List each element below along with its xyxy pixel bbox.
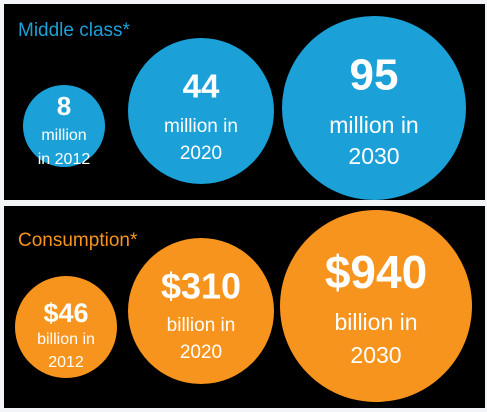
middle-class-panel: Middle class* 8 million in 2012 44 million i… — [4, 4, 485, 200]
consumption-bubbles: $46 billion in 2012 $310 billion in 2020 $940 b… — [15, 210, 472, 402]
bubble-unit-label: million — [41, 127, 86, 144]
consumption-bubble-310 — [128, 238, 274, 384]
bubble-unit-label: million in — [164, 116, 238, 137]
middle-class-bubble-44 — [128, 38, 274, 184]
bubble-year-label: 2030 — [348, 143, 399, 169]
bubble-value-label: $310 — [161, 266, 241, 307]
middle-class-bubble-95 — [282, 16, 466, 200]
bubble-year-label: 2020 — [180, 342, 222, 363]
bubble-value-label: $940 — [325, 246, 427, 298]
bubble-year-label: 2020 — [180, 143, 222, 164]
bubble-unit-label: billion in — [334, 309, 417, 335]
bubble-value-label: 44 — [183, 68, 220, 105]
bubble-unit-label: billion in — [167, 315, 236, 336]
bubble-value-label: $46 — [43, 298, 88, 328]
bubble-year-label: in 2012 — [38, 151, 91, 168]
consumption-title: Consumption* — [18, 230, 138, 251]
consumption-panel: Consumption* $46 billion in 2012 $310 billio… — [4, 206, 485, 408]
bubble-unit-label: million in — [329, 112, 418, 138]
consumption-bubble-46 — [15, 276, 117, 378]
bubble-year-label: 2030 — [350, 342, 401, 368]
middle-class-bubbles: 8 million in 2012 44 million in 2020 95 million… — [23, 16, 466, 200]
middle-class-title: Middle class* — [18, 20, 130, 41]
bubble-year-label: 2012 — [48, 354, 84, 371]
bubble-value-label: 95 — [350, 51, 399, 100]
bubble-unit-label: billion in — [37, 331, 95, 348]
bubble-value-label: 8 — [57, 91, 71, 121]
middle-class-bubble-8 — [23, 85, 105, 167]
consumption-bubble-940 — [280, 210, 472, 402]
